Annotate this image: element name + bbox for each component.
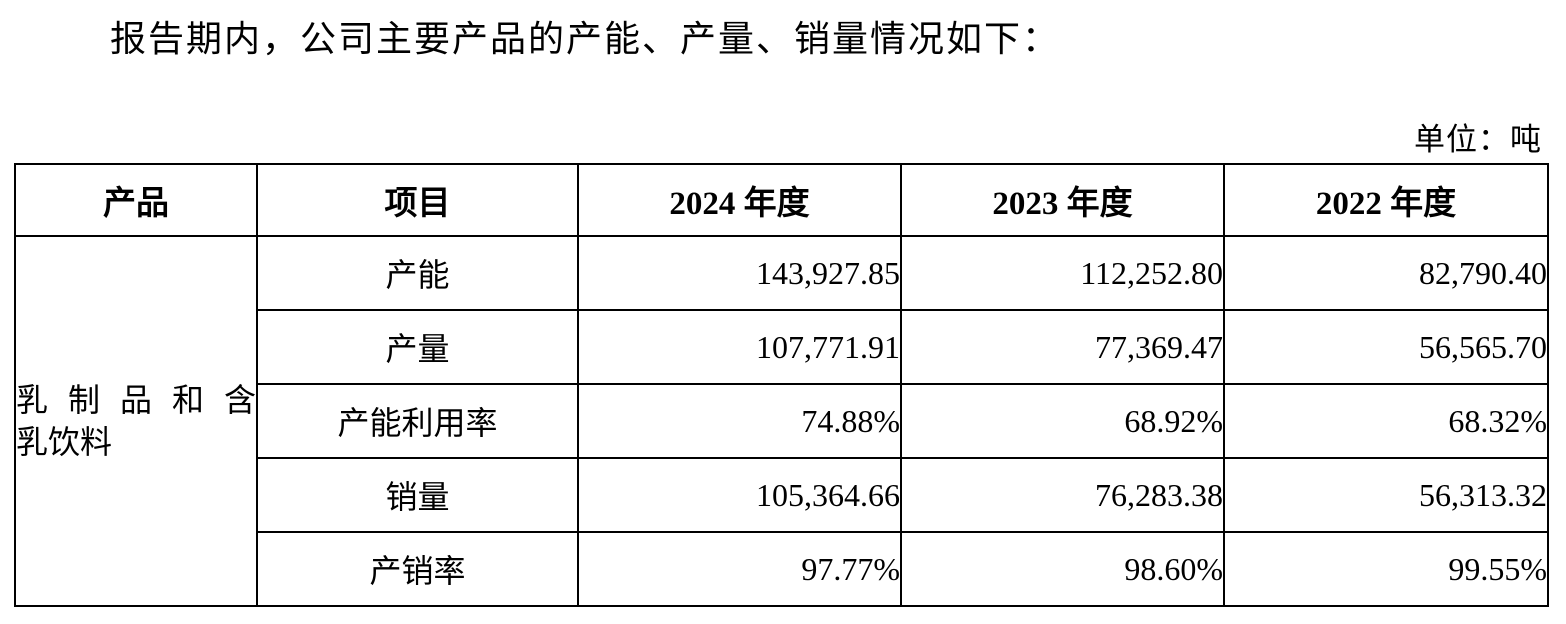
table-row-sales-volume: 销量 105,364.66 76,283.38 56,313.32 <box>15 457 1549 533</box>
col-header-product: 产品 <box>14 163 258 237</box>
value-2024: 107,771.91 <box>577 309 902 385</box>
product-name-line1: 乳制品和含 <box>16 381 256 418</box>
value-2024: 74.88% <box>577 383 902 459</box>
table-row-output: 产量 107,771.91 77,369.47 56,565.70 <box>15 309 1549 385</box>
value-2023: 77,369.47 <box>900 309 1225 385</box>
unit-label: 单位：吨 <box>1414 122 1542 157</box>
value-2022: 56,313.32 <box>1223 457 1549 533</box>
col-header-2022: 2022 年度 <box>1223 163 1549 237</box>
value-2023: 76,283.38 <box>900 457 1225 533</box>
value-2024: 105,364.66 <box>577 457 902 533</box>
value-2022: 68.32% <box>1223 383 1549 459</box>
metric-label: 销量 <box>256 457 579 533</box>
metric-label: 产能利用率 <box>256 383 579 459</box>
col-header-item: 项目 <box>256 163 579 237</box>
metric-label: 产能 <box>256 235 579 311</box>
section-title: 报告期内，公司主要产品的产能、产量、销量情况如下： <box>110 19 1061 59</box>
col-header-2023: 2023 年度 <box>900 163 1225 237</box>
value-2023: 68.92% <box>900 383 1225 459</box>
col-header-2024: 2024 年度 <box>577 163 902 237</box>
value-2022: 56,565.70 <box>1223 309 1549 385</box>
table-row-sales-ratio: 产销率 97.77% 98.60% 99.55% <box>15 531 1549 607</box>
table-header-row: 产品 项目 2024 年度 2023 年度 2022 年度 <box>14 163 1549 237</box>
value-2023: 98.60% <box>900 531 1225 607</box>
product-name-line2: 乳饮料 <box>16 424 113 460</box>
value-2022: 99.55% <box>1223 531 1549 607</box>
value-2024: 97.77% <box>577 531 902 607</box>
metric-label: 产销率 <box>256 531 579 607</box>
value-2024: 143,927.85 <box>577 235 902 311</box>
table-row-capacity: 乳制品和含 乳饮料 产能 143,927.85 112,252.80 82,79… <box>14 235 1549 607</box>
value-2022: 82,790.40 <box>1223 235 1549 311</box>
value-2023: 112,252.80 <box>900 235 1225 311</box>
capacity-output-sales-table: 产品 项目 2024 年度 2023 年度 2022 年度 乳制品和含 乳饮料 … <box>14 163 1549 607</box>
metric-label: 产量 <box>256 309 579 385</box>
product-name-cell: 乳制品和含 乳饮料 <box>14 235 258 607</box>
table-row-utilization: 产能利用率 74.88% 68.92% 68.32% <box>15 383 1549 459</box>
